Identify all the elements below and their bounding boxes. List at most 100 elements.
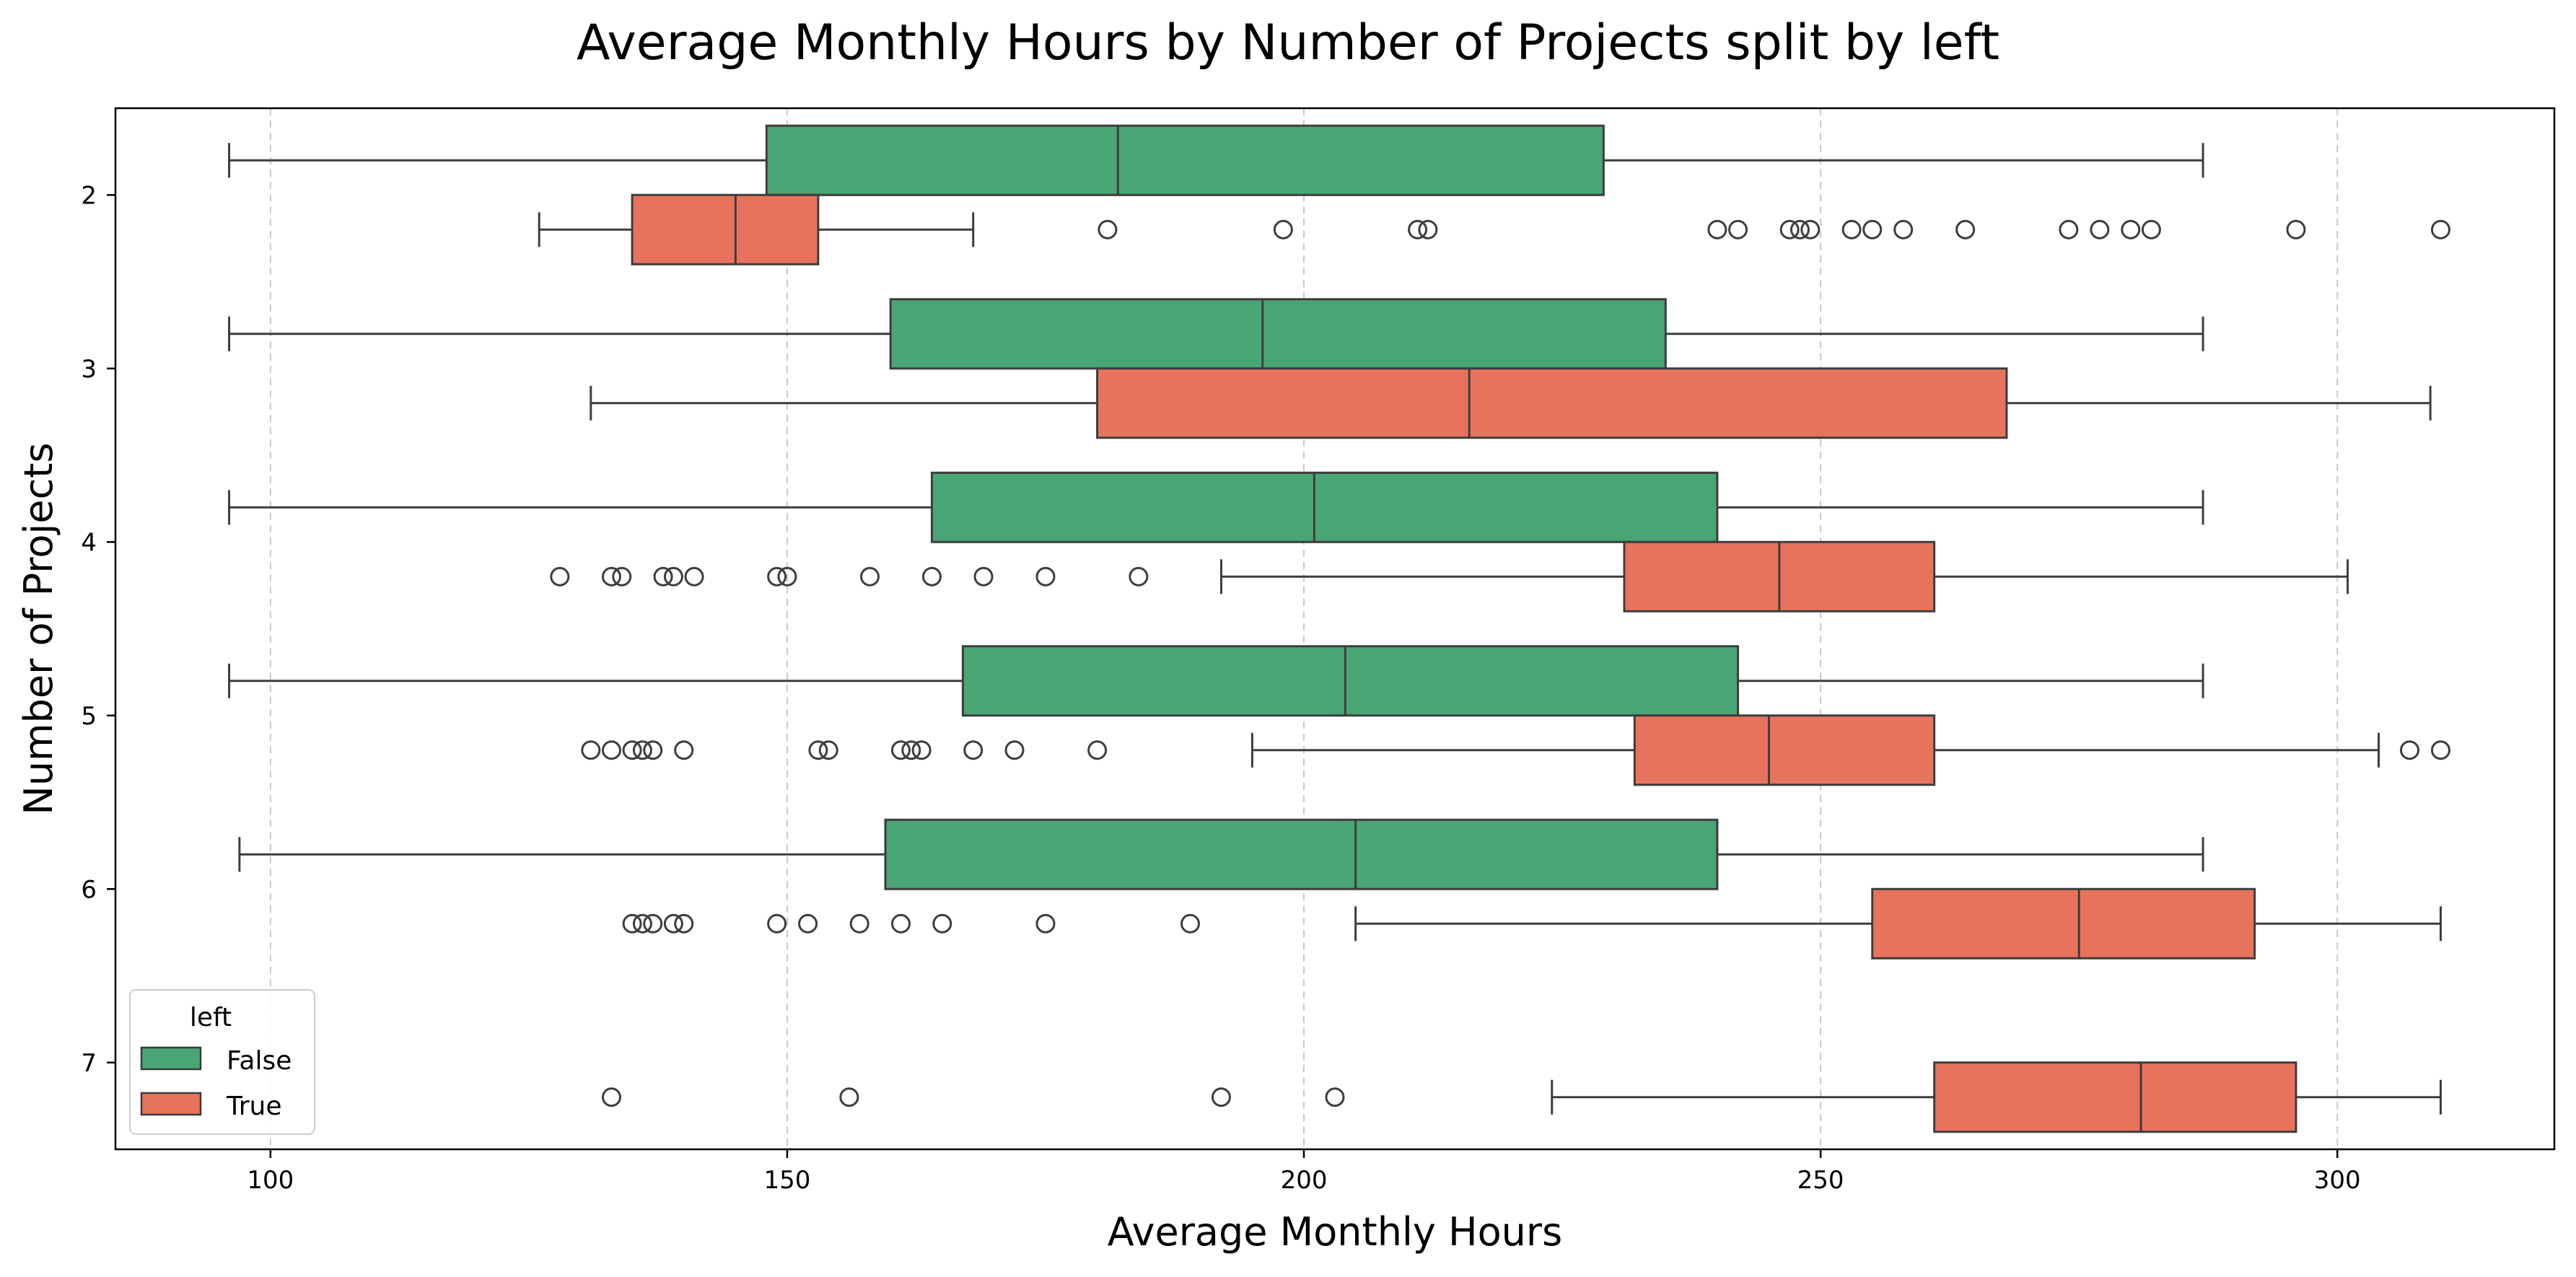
outlier-point bbox=[818, 740, 838, 760]
y-tick-label: 7 bbox=[81, 1049, 97, 1078]
outlier-point bbox=[1408, 219, 1428, 240]
outlier-point bbox=[1273, 219, 1293, 240]
outlier-point bbox=[2141, 219, 2161, 240]
outlier-point bbox=[1789, 219, 1810, 240]
iqr-box bbox=[1096, 367, 2008, 439]
iqr-box bbox=[889, 298, 1667, 370]
box-false-5 bbox=[228, 645, 2204, 717]
outlier-point bbox=[2059, 219, 2079, 240]
outlier-point bbox=[1211, 1087, 1231, 1107]
x-tick-label: 250 bbox=[1797, 1166, 1844, 1195]
iqr-box bbox=[884, 818, 1719, 890]
outlier-point bbox=[1325, 1087, 1345, 1107]
outlier-point bbox=[2121, 219, 2141, 240]
x-tick-label: 100 bbox=[247, 1166, 294, 1195]
outlier-point bbox=[1707, 219, 1727, 240]
outlier-point bbox=[601, 566, 621, 587]
legend-title: left bbox=[190, 1003, 232, 1032]
legend-label-false: False bbox=[227, 1046, 292, 1076]
outlier-point bbox=[663, 913, 683, 934]
outlier-point bbox=[622, 740, 642, 760]
outlier-point bbox=[643, 740, 663, 760]
outlier-point bbox=[973, 566, 994, 587]
box-false-3 bbox=[228, 298, 2204, 370]
outlier-point bbox=[767, 566, 787, 587]
outlier-point bbox=[1955, 219, 1976, 240]
outlier-point bbox=[2090, 219, 2110, 240]
outlier-point bbox=[798, 913, 818, 934]
outlier-point bbox=[1129, 566, 1149, 587]
outlier-point bbox=[684, 566, 704, 587]
iqr-box bbox=[930, 471, 1719, 543]
legend-label-true: True bbox=[226, 1092, 281, 1121]
outlier-point bbox=[1841, 219, 1862, 240]
outlier-point bbox=[581, 740, 601, 760]
x-tick-label: 150 bbox=[763, 1166, 810, 1195]
outlier-point bbox=[932, 913, 952, 934]
x-axis-label: Average Monthly Hours bbox=[1108, 1209, 1563, 1255]
outlier-point bbox=[632, 740, 652, 760]
outlier-point bbox=[777, 566, 797, 587]
outlier-point bbox=[1728, 219, 1748, 240]
y-tick-label: 2 bbox=[81, 181, 97, 210]
box-true-5 bbox=[581, 714, 2450, 786]
box-true-2 bbox=[538, 193, 2450, 266]
outlier-point bbox=[653, 566, 673, 587]
outlier-point bbox=[1087, 740, 1108, 760]
iqr-box bbox=[1871, 887, 2256, 960]
x-tick-label: 300 bbox=[2314, 1166, 2361, 1195]
y-tick-label: 5 bbox=[81, 702, 97, 731]
x-tick-label: 200 bbox=[1281, 1166, 1328, 1195]
iqr-box bbox=[1633, 714, 1936, 786]
outlier-point bbox=[1035, 566, 1056, 587]
box-false-4 bbox=[228, 471, 2204, 543]
outlier-point bbox=[1418, 219, 1438, 240]
chart-title: Average Monthly Hours by Number of Proje… bbox=[577, 14, 1999, 71]
y-tick-label: 4 bbox=[81, 528, 97, 557]
tick-layer: 100 150 200 250 300 2 3 4 5 6 7 bbox=[81, 181, 2360, 1195]
outlier-point bbox=[890, 740, 911, 760]
outlier-point bbox=[2286, 219, 2306, 240]
outlier-point bbox=[1098, 219, 1118, 240]
y-axis-label: Number of Projects bbox=[16, 442, 61, 815]
outlier-point bbox=[808, 740, 828, 760]
outlier-point bbox=[839, 1087, 859, 1107]
outlier-point bbox=[632, 913, 652, 934]
box-layer bbox=[228, 124, 2450, 1133]
legend-swatch-true bbox=[140, 1092, 202, 1116]
outlier-point bbox=[2430, 219, 2450, 240]
box-false-2 bbox=[228, 124, 2204, 196]
outlier-point bbox=[849, 913, 869, 934]
legend-swatch-false bbox=[140, 1046, 202, 1071]
outlier-point bbox=[643, 913, 663, 934]
outlier-point bbox=[674, 913, 694, 934]
outlier-point bbox=[1800, 219, 1821, 240]
outlier-point bbox=[963, 740, 983, 760]
outlier-point bbox=[1035, 913, 1056, 934]
outlier-point bbox=[550, 566, 570, 587]
outlier-point bbox=[2430, 740, 2450, 760]
outlier-point bbox=[921, 566, 942, 587]
outlier-point bbox=[1779, 219, 1800, 240]
outlier-point bbox=[1862, 219, 1883, 240]
outlier-point bbox=[612, 566, 632, 587]
iqr-box bbox=[765, 124, 1605, 196]
box-true-7 bbox=[601, 1061, 2442, 1133]
box-true-3 bbox=[590, 367, 2432, 439]
iqr-box bbox=[1933, 1061, 2297, 1133]
outlier-point bbox=[911, 740, 932, 760]
legend: left False True bbox=[129, 989, 315, 1135]
outlier-point bbox=[601, 740, 621, 760]
outlier-point bbox=[2399, 740, 2419, 760]
outlier-point bbox=[860, 566, 880, 587]
plot-frame bbox=[114, 107, 2556, 1151]
outlier-point bbox=[674, 740, 694, 760]
box-true-4 bbox=[550, 540, 2349, 613]
box-true-6 bbox=[622, 887, 2442, 960]
outlier-point bbox=[901, 740, 921, 760]
gridlines bbox=[269, 108, 2339, 1149]
iqr-box bbox=[961, 645, 1740, 717]
outlier-point bbox=[601, 1087, 621, 1107]
outlier-point bbox=[1004, 740, 1025, 760]
outlier-point bbox=[663, 566, 683, 587]
